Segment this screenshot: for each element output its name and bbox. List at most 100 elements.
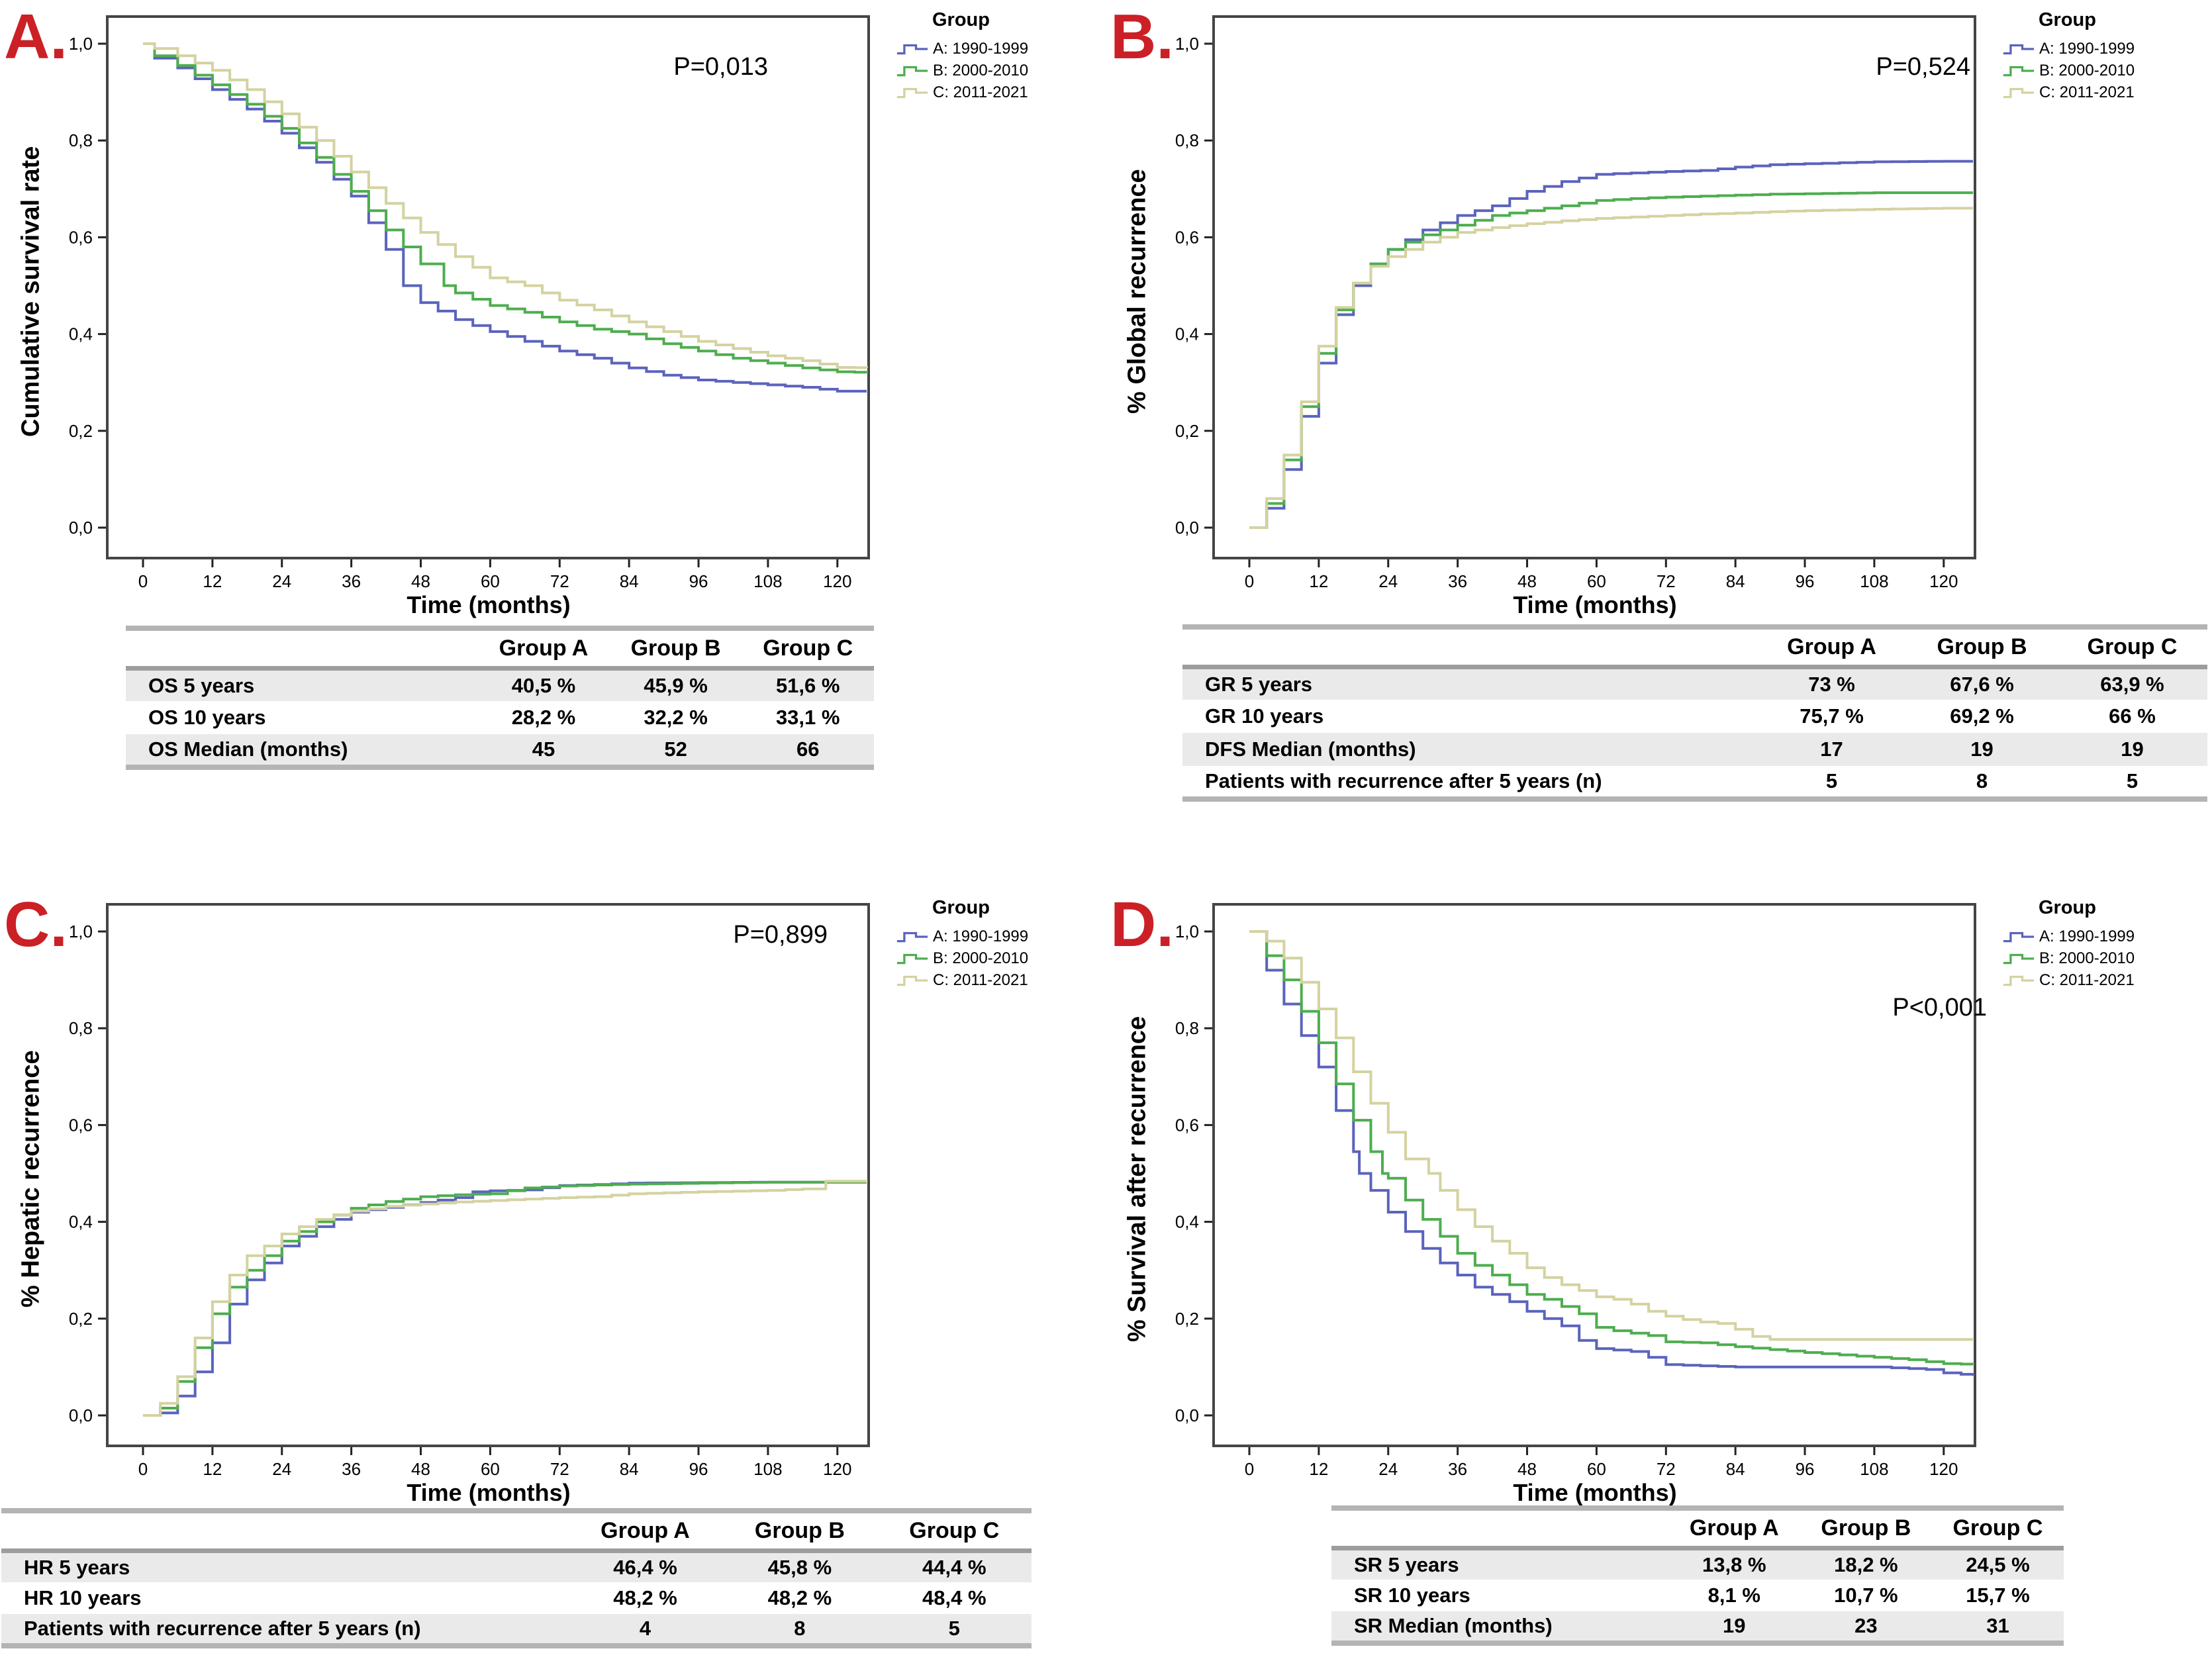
km-curve-c-2011-2021 [1249, 930, 1973, 1341]
legend-label: B: 2000-2010 [2039, 949, 2135, 967]
table-cell: 19 [2121, 737, 2144, 761]
y-tick-label: 1,0 [69, 922, 93, 941]
x-tick-label: 60 [481, 1459, 500, 1479]
legend-label: C: 2011-2021 [2039, 83, 2135, 101]
table-cell: 24,5 % [1966, 1552, 2030, 1576]
x-axis-title: Time (months) [1513, 1479, 1677, 1506]
legend: Group A: 1990-1999 B: 2000-2010 C: 2011-… [895, 9, 1104, 103]
legend-label: B: 2000-2010 [933, 949, 1029, 967]
km-curve-b-2000-2010 [1249, 191, 1973, 529]
table-cell: 45,8 % [767, 1555, 832, 1579]
table-cell: 67,6 % [1950, 672, 2014, 696]
p-value: P=0,899 [733, 921, 828, 949]
row-label: SR Median (months) [1354, 1614, 1553, 1637]
x-tick-label: 108 [1860, 1459, 1888, 1479]
panel-letter-b: B. [1110, 1, 1174, 72]
km-curve-c-2011-2021 [1249, 207, 1973, 529]
y-tick-label: 0,0 [1175, 1405, 1199, 1425]
y-tick-label: 0,2 [1175, 421, 1199, 441]
column-header: Group B [1937, 634, 2027, 659]
row-label: HR 5 years [24, 1555, 130, 1579]
y-tick-label: 0,8 [69, 130, 93, 150]
table-row: DFS Median (months) 17 19 19 [1182, 733, 2207, 766]
legend-label: A: 1990-1999 [2039, 39, 2135, 58]
step-line-icon [896, 931, 928, 942]
y-axis-title: Cumulative survival rate [17, 146, 45, 437]
legend-title: Group [2039, 9, 2096, 30]
column-header: Group A [1689, 1515, 1779, 1541]
x-tick-label: 72 [1657, 1459, 1676, 1479]
x-tick-label: 72 [1657, 571, 1676, 591]
p-value: P=0,013 [673, 53, 768, 81]
x-tick-label: 120 [823, 1459, 851, 1479]
row-label: Patients with recurrence after 5 years (… [24, 1617, 421, 1640]
y-tick-label: 0,0 [69, 518, 93, 538]
y-tick-label: 0,4 [69, 324, 93, 344]
km-plot-canvas: 0,0 0,2 0,4 0,6 0,8 1,0 0 12 24 36 48 60 72 84 96 108 12… [69, 903, 870, 1479]
table-row: Patients with recurrence after 5 years (… [1, 1614, 1032, 1646]
x-tick-label: 36 [1448, 571, 1467, 591]
table-cell: 51,6 % [775, 673, 840, 697]
x-tick-label: 0 [138, 1459, 148, 1479]
table-cell: 33,1 % [775, 706, 840, 729]
step-line-icon [896, 87, 928, 98]
x-axis-title: Time (months) [407, 591, 571, 618]
step-line-icon [896, 44, 928, 54]
km-curve-a-1990-1999 [143, 1180, 867, 1417]
y-tick-label: 0,0 [1175, 518, 1199, 538]
plot-border [106, 15, 870, 559]
panel-a: A. Cumulative survival rate 0,0 0,2 0,4 0,6… [0, 0, 1106, 832]
x-tick-label: 120 [1929, 1459, 1958, 1479]
table-cell: 4 [639, 1617, 651, 1640]
legend-label: A: 1990-1999 [2039, 927, 2135, 945]
table-cell: 48,2 % [767, 1586, 832, 1609]
table-cell: 28,2 % [511, 706, 576, 729]
y-tick-label: 0,6 [1175, 227, 1199, 247]
x-tick-label: 96 [689, 1459, 708, 1479]
legend-item: C: 2011-2021 [895, 969, 1104, 991]
legend-label: A: 1990-1999 [933, 927, 1029, 945]
table-cell: 17 [1820, 737, 1843, 761]
x-tick-label: 120 [823, 571, 851, 591]
legend-title: Group [932, 897, 990, 918]
row-label: GR 5 years [1205, 672, 1312, 696]
column-header: Group B [1821, 1515, 1911, 1541]
table-cell: 45 [532, 737, 555, 761]
y-tick-label: 1,0 [1175, 34, 1199, 54]
table-corner-cell [1182, 627, 1756, 667]
legend-item: B: 2000-2010 [895, 947, 1104, 969]
legend: Group A: 1990-1999 B: 2000-2010 C: 2011-… [2001, 897, 2211, 991]
y-tick-label: 0,4 [1175, 1212, 1199, 1232]
table-cell: 32,2 % [644, 706, 708, 729]
table-row: OS Median (months) 45 52 66 [126, 734, 874, 767]
y-tick-label: 0,2 [69, 1309, 93, 1329]
legend-item: B: 2000-2010 [895, 60, 1104, 81]
y-axis-title: % Survival after recurrence [1123, 1016, 1151, 1343]
x-tick-label: 48 [1517, 1459, 1537, 1479]
legend-label: C: 2011-2021 [933, 83, 1028, 101]
table-cell: 15,7 % [1966, 1584, 2030, 1607]
step-line-icon [2003, 66, 2035, 76]
table-row: OS 10 years 28,2 % 32,2 % 33,1 % [126, 701, 874, 734]
x-tick-label: 24 [1378, 571, 1398, 591]
x-tick-label: 12 [203, 1459, 222, 1479]
x-tick-label: 0 [138, 571, 148, 591]
x-tick-label: 48 [411, 571, 430, 591]
table-header-row: Group A Group B Group C [1331, 1508, 2064, 1548]
plot-border [1212, 15, 1976, 559]
legend-label: C: 2011-2021 [933, 971, 1028, 989]
legend-label: B: 2000-2010 [933, 61, 1029, 79]
km-curve-c-2011-2021 [143, 1180, 867, 1417]
y-tick-label: 0,6 [1175, 1115, 1199, 1135]
table-cell: 5 [2126, 769, 2139, 792]
y-tick-label: 0,8 [1175, 130, 1199, 150]
panel-letter-a: A. [4, 1, 68, 72]
column-header: Group C [1952, 1515, 2043, 1541]
legend-label: A: 1990-1999 [933, 39, 1029, 58]
x-tick-label: 120 [1929, 571, 1958, 591]
table-corner-cell [1331, 1508, 1668, 1548]
stats-table-b: Group A Group B Group C GR 5 years 73 % 67,6 … [1182, 624, 2207, 802]
table-row: OS 5 years 40,5 % 45,9 % 51,6 % [126, 668, 874, 701]
legend-title: Group [2039, 897, 2096, 918]
x-tick-label: 24 [272, 571, 291, 591]
